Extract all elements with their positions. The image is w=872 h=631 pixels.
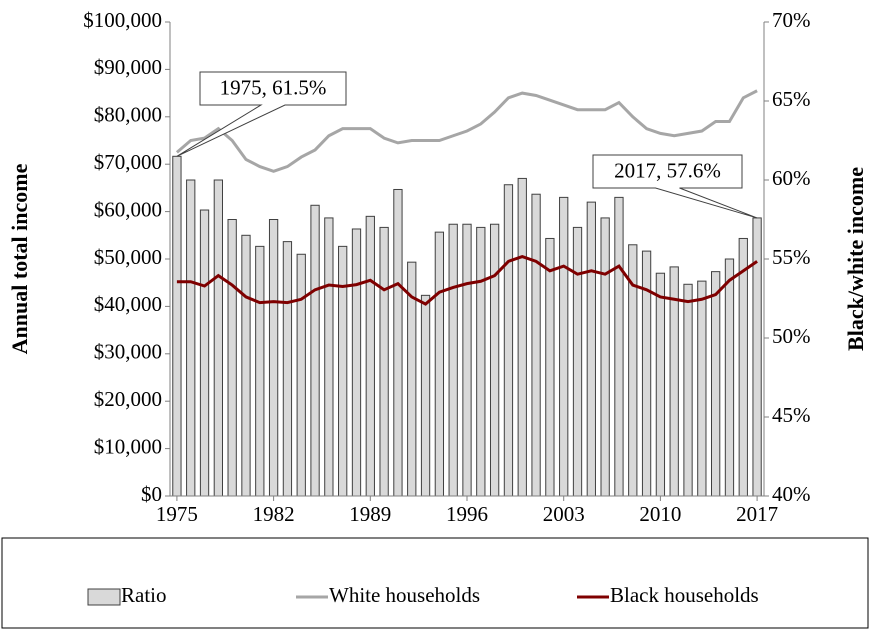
bar bbox=[296, 253, 306, 497]
bar bbox=[186, 179, 196, 497]
bar bbox=[282, 241, 293, 497]
y-tick-label: $40,000 bbox=[94, 292, 162, 316]
y-axis-title: Annual total income bbox=[7, 163, 32, 354]
bar bbox=[559, 196, 569, 497]
bar bbox=[655, 272, 666, 497]
y-tick-label: $0 bbox=[141, 482, 162, 506]
y2-tick-label: 70% bbox=[772, 8, 811, 32]
bar bbox=[365, 215, 375, 497]
bar bbox=[752, 217, 762, 497]
y2-tick-label: 50% bbox=[772, 324, 811, 348]
callout bbox=[592, 154, 758, 219]
bar bbox=[711, 271, 721, 497]
y-tick-label: $60,000 bbox=[94, 197, 162, 221]
callout bbox=[176, 71, 347, 157]
bar bbox=[476, 226, 486, 497]
x-tick-label: 1989 bbox=[349, 502, 391, 526]
bar bbox=[227, 219, 237, 497]
legend-label: Black households bbox=[610, 583, 759, 607]
y2-tick-label: 40% bbox=[772, 482, 811, 506]
y-tick-label: $80,000 bbox=[94, 103, 162, 127]
x-tick-label: 1982 bbox=[253, 502, 295, 526]
bar bbox=[572, 226, 583, 497]
y-tick-label: $90,000 bbox=[94, 55, 162, 79]
bar bbox=[338, 245, 348, 497]
x-tick-label: 2017 bbox=[736, 502, 778, 526]
y-tick-label: $20,000 bbox=[94, 387, 162, 411]
bar bbox=[600, 217, 610, 497]
bar bbox=[545, 237, 555, 497]
bar bbox=[724, 258, 735, 497]
bar bbox=[199, 209, 210, 497]
y2-axis-title: Black/white income bbox=[843, 167, 868, 351]
bar bbox=[517, 177, 527, 497]
bar bbox=[324, 217, 334, 497]
bar bbox=[420, 294, 431, 497]
y-tick-label: $30,000 bbox=[94, 340, 162, 364]
y2-tick-label: 55% bbox=[772, 245, 811, 269]
x-tick-label: 2010 bbox=[639, 502, 681, 526]
y2-tick-label: 60% bbox=[772, 166, 811, 190]
x-tick-label: 2003 bbox=[543, 502, 585, 526]
x-tick-label: 1996 bbox=[446, 502, 488, 526]
bar bbox=[586, 201, 596, 497]
bar bbox=[393, 188, 403, 497]
legend-swatch bbox=[87, 588, 121, 606]
line-series bbox=[176, 255, 758, 306]
annotation: 2017, 57.6% bbox=[614, 158, 721, 182]
y2-tick-label: 65% bbox=[772, 87, 811, 111]
y2-tick-label: 45% bbox=[772, 403, 811, 427]
y-tick-label: $10,000 bbox=[94, 434, 162, 458]
bar bbox=[531, 193, 541, 497]
bar bbox=[351, 228, 362, 497]
bar bbox=[683, 283, 693, 497]
bar bbox=[697, 280, 707, 497]
bar bbox=[310, 204, 320, 497]
bar bbox=[379, 226, 389, 497]
x-tick-label: 1975 bbox=[156, 502, 198, 526]
bar bbox=[241, 234, 251, 497]
bar bbox=[213, 179, 223, 497]
bar bbox=[503, 184, 514, 497]
bar bbox=[255, 245, 265, 497]
bar bbox=[268, 219, 279, 497]
annotation: 1975, 61.5% bbox=[220, 75, 327, 99]
bar bbox=[172, 155, 182, 497]
bar bbox=[462, 223, 472, 497]
line-series bbox=[175, 89, 758, 173]
bar bbox=[614, 196, 624, 497]
y-tick-label: $100,000 bbox=[83, 8, 162, 32]
y-tick-label: $70,000 bbox=[94, 150, 162, 174]
y-tick-label: $50,000 bbox=[94, 245, 162, 269]
legend-label: White households bbox=[329, 583, 480, 607]
legend-label: Ratio bbox=[121, 583, 167, 607]
legend-box bbox=[1, 537, 869, 629]
bar bbox=[489, 223, 500, 497]
bar bbox=[448, 223, 458, 497]
bar bbox=[434, 231, 445, 497]
bar bbox=[738, 237, 748, 497]
